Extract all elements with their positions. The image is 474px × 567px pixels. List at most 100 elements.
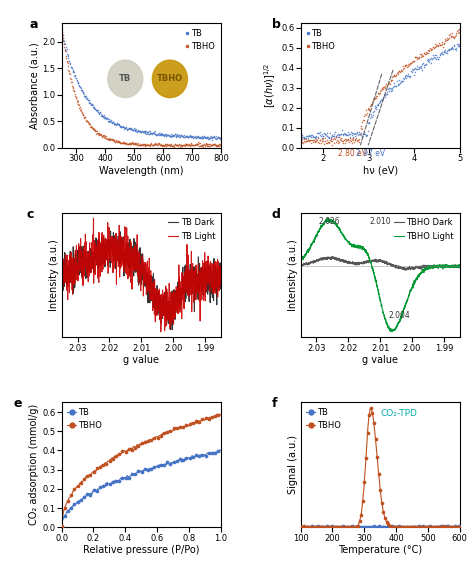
Point: [215, 142, 222, 151]
Point: [412, 65, 420, 74]
Point: [194, 132, 202, 141]
Point: [191, 133, 199, 142]
Point: [365, 104, 372, 113]
Point: [440, 46, 448, 55]
Point: [383, 517, 391, 526]
Point: [445, 33, 452, 43]
Point: [182, 139, 190, 148]
Point: [326, 522, 333, 531]
Point: [311, 137, 319, 146]
Point: [400, 61, 407, 70]
Point: [411, 68, 419, 77]
Point: [71, 71, 78, 81]
Point: [359, 497, 366, 506]
Point: [197, 133, 204, 142]
Point: [447, 44, 455, 53]
Point: [430, 44, 438, 53]
Point: [319, 523, 327, 532]
Point: [154, 129, 162, 138]
Point: [401, 61, 409, 70]
Point: [187, 133, 194, 142]
Point: [65, 57, 73, 66]
Point: [319, 135, 326, 144]
Point: [313, 132, 320, 141]
Point: [387, 77, 394, 86]
Point: [128, 124, 135, 133]
Point: [102, 113, 109, 122]
Point: [348, 130, 356, 139]
Point: [182, 139, 190, 149]
Point: [185, 133, 192, 142]
Point: [435, 52, 443, 61]
Point: [118, 138, 126, 147]
Point: [212, 142, 219, 151]
Point: [196, 138, 204, 147]
Point: [335, 132, 343, 141]
Line: TB Light: TB Light: [62, 218, 221, 332]
Point: [123, 139, 131, 149]
Point: [389, 75, 396, 84]
Point: [301, 522, 309, 531]
Point: [124, 125, 132, 134]
Point: [144, 128, 151, 137]
Point: [193, 133, 201, 142]
Point: [375, 522, 383, 531]
Point: [348, 134, 356, 143]
Point: [168, 131, 176, 140]
TB Light: [91, 215, 96, 222]
Point: [375, 90, 383, 99]
Point: [368, 523, 376, 532]
Point: [353, 522, 360, 531]
Point: [202, 140, 210, 149]
Point: [337, 522, 345, 531]
Point: [193, 132, 201, 141]
Point: [70, 67, 77, 77]
Point: [160, 461, 168, 470]
Point: [331, 127, 339, 136]
Point: [317, 138, 325, 147]
Point: [391, 71, 398, 80]
Point: [324, 522, 331, 531]
Point: [312, 136, 319, 145]
Point: [153, 130, 161, 139]
Point: [142, 140, 150, 149]
Point: [394, 79, 402, 88]
Point: [342, 130, 350, 139]
Point: [120, 122, 128, 132]
Point: [89, 124, 97, 133]
Point: [420, 63, 428, 72]
Point: [77, 107, 85, 116]
Point: [349, 136, 356, 145]
Point: [436, 523, 443, 532]
Point: [167, 459, 174, 468]
Point: [373, 523, 380, 532]
Point: [413, 54, 421, 64]
Point: [155, 129, 163, 138]
Point: [160, 132, 167, 141]
Point: [379, 84, 387, 94]
Point: [99, 130, 107, 139]
Point: [355, 129, 363, 138]
TB Dark: [123, 251, 129, 258]
Point: [374, 91, 381, 100]
Point: [363, 108, 371, 117]
Point: [162, 142, 170, 151]
Point: [337, 134, 345, 143]
Point: [330, 138, 338, 147]
Point: [190, 132, 198, 141]
Point: [415, 523, 422, 532]
Point: [98, 132, 106, 141]
Point: [366, 101, 374, 111]
Point: [169, 132, 176, 141]
Point: [380, 90, 388, 99]
Point: [167, 132, 174, 141]
Point: [358, 131, 365, 140]
Point: [125, 445, 133, 454]
Point: [309, 136, 317, 145]
Point: [88, 124, 95, 133]
Point: [201, 131, 208, 140]
Point: [119, 122, 127, 132]
Point: [126, 138, 133, 147]
Point: [371, 93, 378, 102]
Point: [132, 139, 139, 148]
